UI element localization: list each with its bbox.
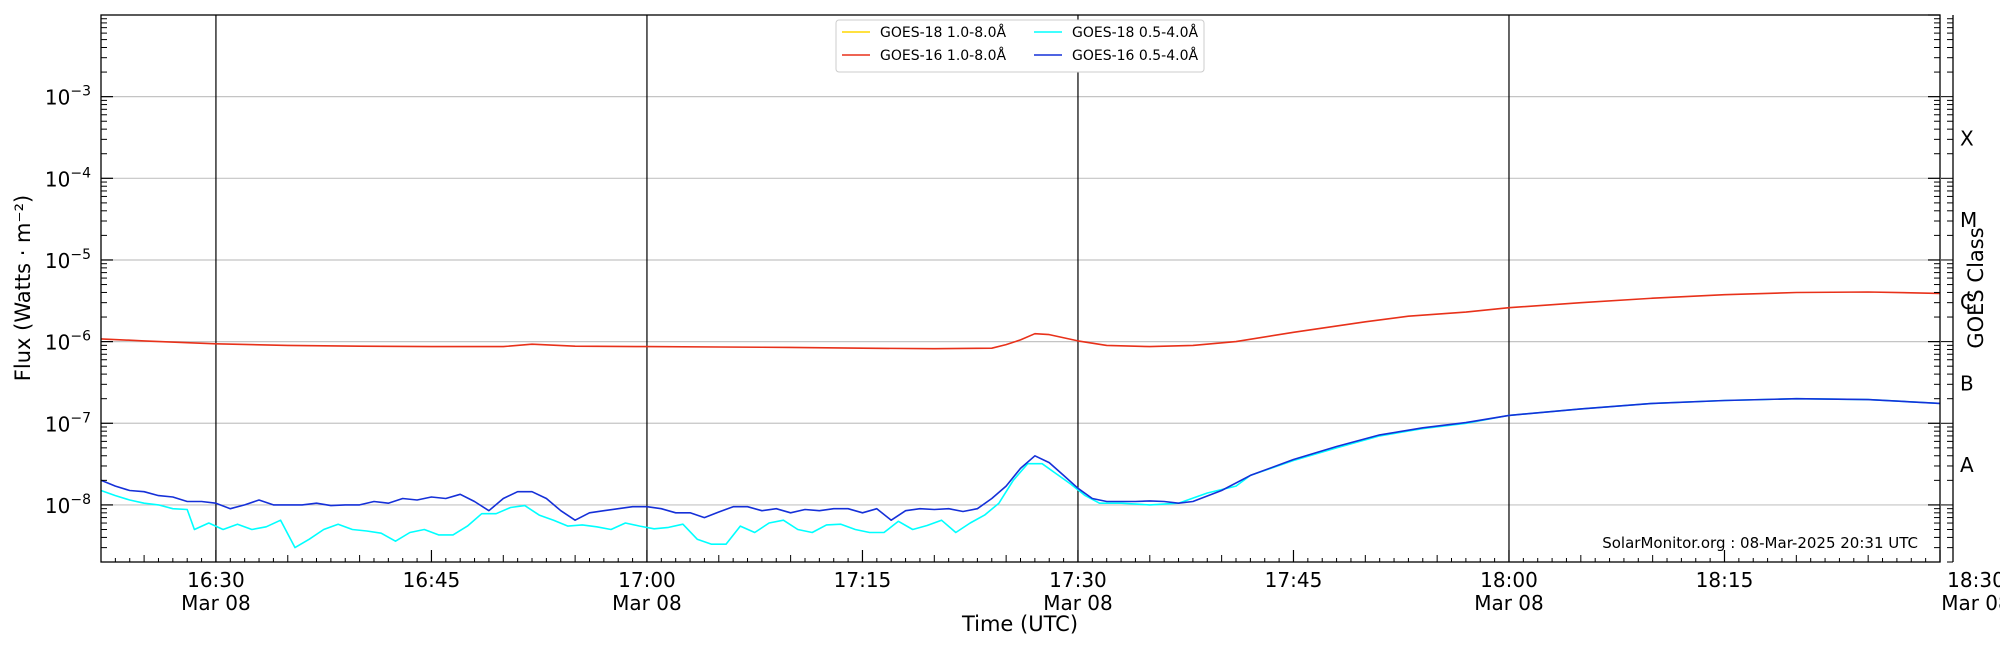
y-tick-exponent: −3	[70, 84, 91, 100]
y-tick-base: 10	[45, 494, 70, 518]
goes-class-label: A	[1960, 453, 1974, 477]
legend-label: GOES-16 0.5-4.0Å	[1072, 47, 1198, 64]
x-tick-time: 17:15	[834, 568, 892, 592]
x-tick-time: 16:45	[403, 568, 461, 592]
x-tick-time: 17:45	[1265, 568, 1323, 592]
x-tick-time: 18:15	[1696, 568, 1754, 592]
x-tick-date: Mar 08	[1941, 591, 2000, 615]
goes-class-label: B	[1960, 371, 1974, 395]
time-marker-lines	[215, 15, 1510, 562]
y-tick-label: 10−7	[45, 410, 91, 436]
x-axis-title: Time (UTC)	[961, 612, 1078, 636]
y-tick-exponent: −8	[70, 492, 91, 508]
y-tick-exponent: −6	[70, 329, 91, 345]
series-line-1	[100, 291, 1941, 350]
legend-box	[835, 19, 1205, 73]
y-tick-label: 10−5	[45, 247, 91, 273]
series-line-2	[100, 397, 1941, 549]
legend-label: GOES-18 0.5-4.0Å	[1072, 24, 1198, 41]
y-tick-exponent: −5	[70, 247, 91, 263]
goes-class-label: M	[1960, 208, 1977, 232]
y-tick-base: 10	[45, 86, 70, 110]
x-tick-date: Mar 08	[1043, 591, 1113, 615]
y2-axis-title: GOES Class	[1964, 227, 1988, 348]
x-tick-time: 16:30	[187, 568, 245, 592]
y-tick-label: 10−4	[45, 165, 91, 191]
x-tick-date: Mar 08	[181, 591, 251, 615]
x-tick-time: 18:30	[1947, 568, 2000, 592]
y-tick-base: 10	[45, 167, 70, 191]
x-tick-date: Mar 08	[612, 591, 682, 615]
y-tick-exponent: −7	[70, 410, 91, 426]
y-tick-exponent: −4	[70, 165, 91, 181]
goes-class-label: C	[1960, 290, 1974, 314]
y-tick-base: 10	[45, 412, 70, 436]
x-tick-date: Mar 08	[1474, 591, 1544, 615]
tick-layer	[100, 14, 1954, 563]
series-layer	[100, 291, 1941, 549]
x-tick-time: 18:00	[1480, 568, 1538, 592]
y-axis-title: Flux (Watts · m⁻²)	[11, 195, 35, 381]
goes-class-label: X	[1960, 126, 1974, 150]
legend-label: GOES-16 1.0-8.0Å	[880, 47, 1006, 64]
y-tick-base: 10	[45, 331, 70, 355]
y-tick-label: 10−6	[45, 329, 91, 355]
legend: GOES-18 1.0-8.0Å GOES-18 0.5-4.0Å GOES-16 …	[835, 19, 1205, 73]
y-tick-label: 10−3	[45, 84, 91, 110]
legend-label: GOES-18 1.0-8.0Å	[880, 24, 1006, 41]
x-tick-time: 17:30	[1049, 568, 1107, 592]
series-line-3	[100, 397, 1941, 522]
x-tick-time: 17:00	[618, 568, 676, 592]
y-tick-label: 10−8	[45, 492, 91, 518]
credit-text: SolarMonitor.org : 08-Mar-2025 20:31 UTC	[1602, 534, 1918, 552]
grid-layer	[101, 96, 1940, 506]
y-tick-base: 10	[45, 249, 70, 273]
